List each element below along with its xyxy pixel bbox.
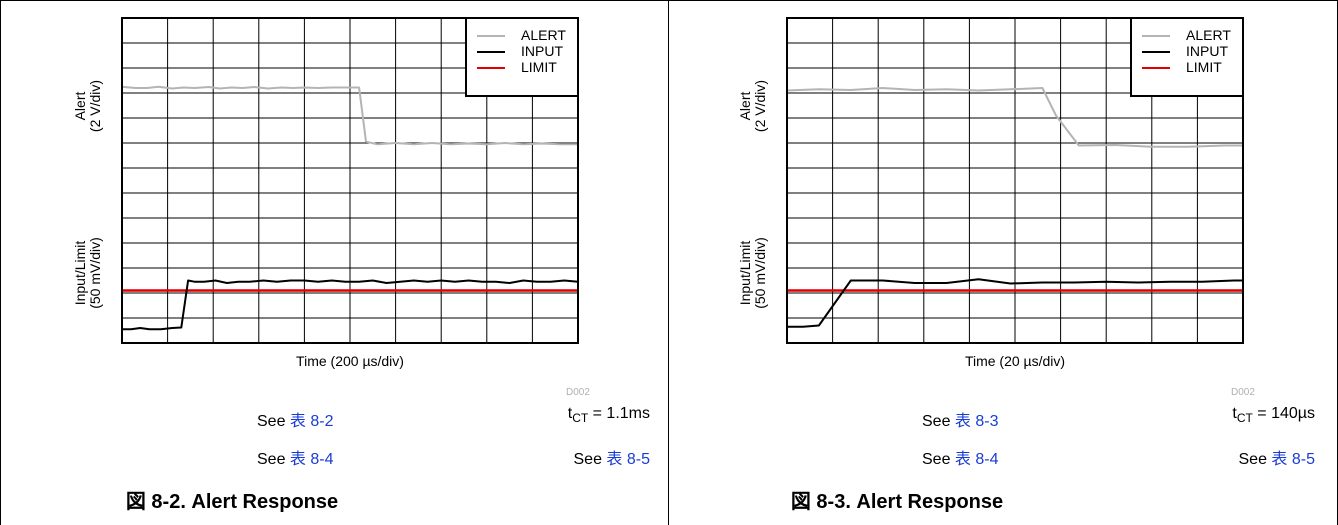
table-ref-link[interactable]: 表 8-5	[1271, 451, 1315, 468]
y-axis-label-input-limit: Input/Limit (50 mV/div)	[737, 237, 768, 309]
y-axis-label-input-line2: (50 mV/div)	[752, 237, 768, 309]
legend-label-alert: ALERT	[521, 27, 566, 43]
figure-caption: 図 8-3. Alert Response	[790, 491, 1004, 513]
note-tct: tCT = 140µs	[1232, 405, 1315, 425]
table-ref-link[interactable]: 表 8-3	[954, 413, 999, 430]
table-ref-link[interactable]: 表 8-2	[289, 413, 334, 430]
plot-border	[121, 17, 579, 344]
frame-left-border	[0, 0, 1, 525]
y-axis-label-alert-line1: Alert	[737, 91, 753, 120]
figure-code: D002	[566, 387, 590, 398]
legend-label-alert: ALERT	[1186, 27, 1231, 43]
note-see-table-8-5: See 表 8-5	[574, 445, 651, 469]
legend-swatch-alert	[477, 35, 505, 37]
tct-value: = 140µs	[1252, 405, 1315, 422]
legend-label-limit: LIMIT	[1186, 59, 1222, 75]
chart-legend: ALERT INPUT LIMIT	[465, 17, 579, 97]
figure-code: D002	[1231, 387, 1255, 398]
tct-value: = 1.1ms	[588, 405, 650, 422]
series-line-alert	[121, 85, 578, 146]
frame-top-border	[0, 0, 1338, 1]
table-ref-link[interactable]: 表 8-4	[289, 451, 334, 468]
note-see-table-8-2: See 表 8-2	[257, 407, 334, 431]
legend-swatch-limit	[477, 67, 505, 69]
tct-subscript: CT	[572, 411, 589, 426]
note-see-table-8-3: See 表 8-3	[922, 407, 999, 431]
note-prefix: See	[922, 451, 955, 468]
y-axis-label-alert-line2: (2 V/div)	[752, 79, 768, 132]
tct-symbol: t	[1232, 405, 1237, 422]
series-line-input	[787, 278, 1243, 328]
y-axis-label-input-line2: (50 mV/div)	[87, 237, 103, 309]
note-prefix: See	[573, 451, 607, 468]
plot-border	[786, 17, 1244, 344]
y-axis-label-alert-line2: (2 V/div)	[87, 79, 103, 132]
tct-symbol: t	[567, 405, 573, 422]
y-axis-label-alert: Alert (2 V/div)	[737, 79, 768, 132]
panel-divider	[668, 0, 669, 525]
note-prefix: See	[922, 413, 955, 430]
x-axis-label: Time (200 µs/div)	[296, 353, 404, 369]
legend-swatch-input	[477, 51, 505, 53]
note-see-table-8-5: See 表 8-5	[1239, 445, 1316, 469]
figure-8-2-panel: ALERT INPUT LIMIT Alert (2 V/div) Input/…	[0, 0, 668, 525]
note-see-table-8-4: See 表 8-4	[922, 445, 999, 469]
note-prefix: See	[1238, 451, 1272, 468]
legend-swatch-input	[1142, 51, 1170, 53]
tct-subscript: CT	[1236, 411, 1253, 426]
legend-swatch-alert	[1142, 35, 1170, 37]
series-line-alert	[786, 87, 1243, 148]
note-prefix: See	[257, 451, 290, 468]
legend-label-limit: LIMIT	[521, 59, 557, 75]
note-tct: tCT = 1.1ms	[568, 405, 650, 425]
figure-8-3-panel: ALERT INPUT LIMIT Alert (2 V/div) Input/…	[669, 0, 1337, 525]
y-axis-label-input-line1: Input/Limit	[737, 240, 753, 306]
note-see-table-8-4: See 表 8-4	[257, 445, 334, 469]
chart-legend: ALERT INPUT LIMIT	[1130, 17, 1244, 97]
y-axis-label-alert: Alert (2 V/div)	[72, 79, 103, 132]
table-ref-link[interactable]: 表 8-5	[606, 451, 650, 468]
legend-label-input: INPUT	[1186, 43, 1228, 59]
table-ref-link[interactable]: 表 8-4	[954, 451, 999, 468]
y-axis-label-alert-line1: Alert	[72, 91, 88, 120]
legend-swatch-limit	[1142, 67, 1170, 69]
legend-label-input: INPUT	[521, 43, 563, 59]
figure-caption: 図 8-2. Alert Response	[125, 491, 339, 513]
y-axis-label-input-limit: Input/Limit (50 mV/div)	[72, 237, 103, 309]
y-axis-label-input-line1: Input/Limit	[72, 240, 88, 306]
series-line-input	[122, 279, 579, 331]
x-axis-label: Time (20 µs/div)	[964, 353, 1066, 369]
note-prefix: See	[257, 413, 290, 430]
